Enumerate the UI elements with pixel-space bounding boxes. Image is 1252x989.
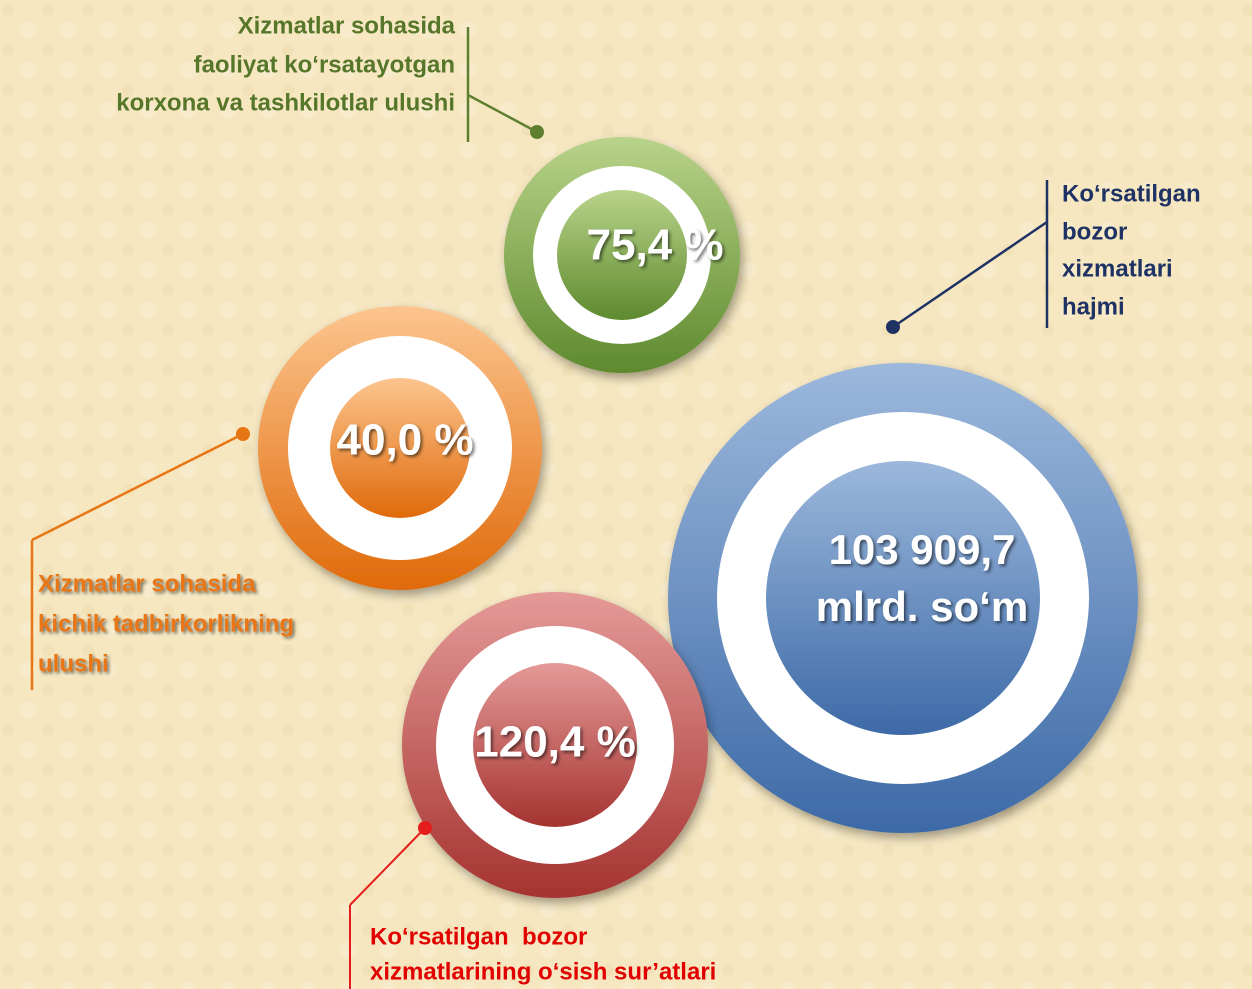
red-circle [402, 592, 708, 898]
label: faoliyat ko‘rsatayotgan [194, 51, 455, 78]
value: mlrd. so‘m [816, 583, 1028, 630]
dot [886, 320, 900, 334]
value: 120,4 % [474, 718, 635, 767]
orange-connector [30, 432, 244, 690]
green-circle [504, 137, 740, 373]
dot [418, 821, 432, 835]
blue-connector [892, 180, 1049, 329]
value: 75,4 % [587, 221, 724, 270]
dot [530, 125, 544, 139]
green-connector [466, 27, 538, 142]
orange-circle [258, 306, 542, 590]
label: Ko‘rsatilgan [1062, 180, 1201, 207]
label: bozor [1062, 218, 1127, 245]
red-connector [349, 827, 426, 989]
value: 103 909,7 [829, 526, 1016, 573]
label: korxona va tashkilotlar ulushi [116, 89, 455, 116]
label: xizmatlari [1062, 255, 1173, 282]
dot [236, 427, 250, 441]
label: xizmatlarining o‘sish sur’atlari [370, 958, 716, 985]
label: Xizmatlar sohasida [238, 12, 456, 39]
label: Ko‘rsatilgan bozor [370, 923, 587, 950]
label: hajmi [1062, 293, 1125, 320]
label: Xizmatlar sohasida [38, 570, 256, 597]
label: ulushi [38, 650, 109, 677]
blue-circle [668, 363, 1138, 833]
value: 40,0 % [337, 416, 474, 465]
label: kichik tadbirkorlikning [38, 610, 294, 637]
